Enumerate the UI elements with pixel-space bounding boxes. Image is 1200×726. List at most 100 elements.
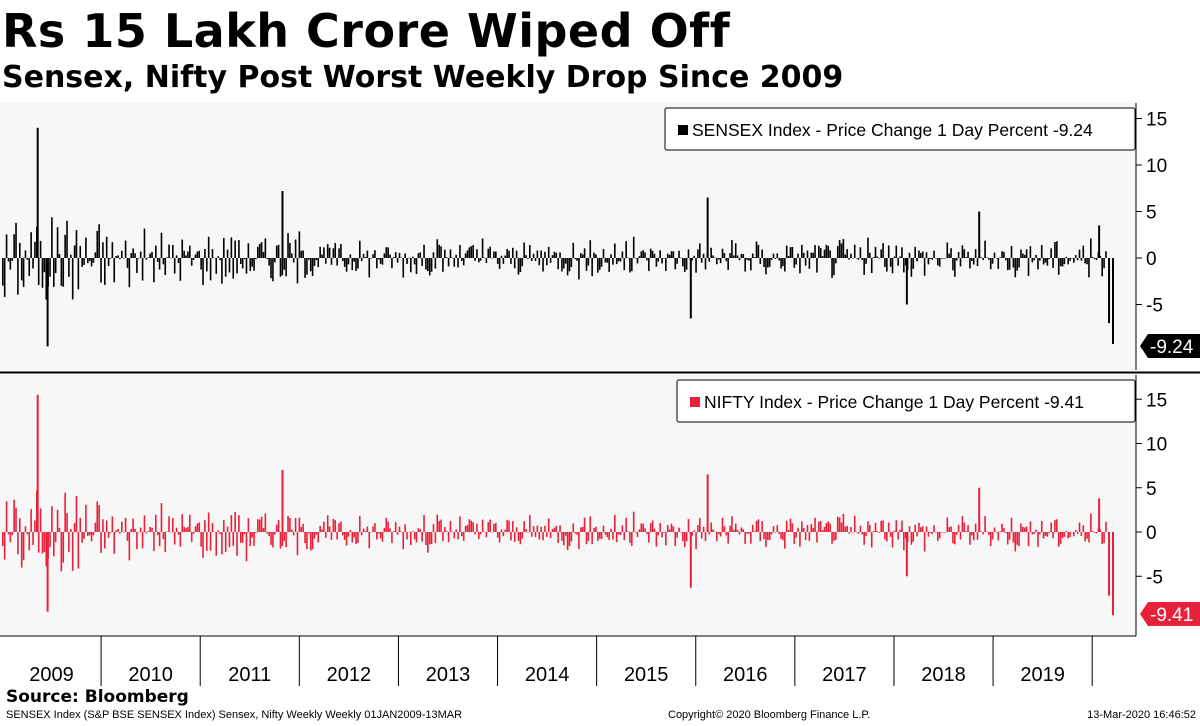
bar xyxy=(217,530,219,532)
bar xyxy=(1048,532,1051,534)
bar xyxy=(1048,258,1051,259)
bar xyxy=(411,256,414,258)
bar xyxy=(173,532,176,545)
bar xyxy=(746,258,748,260)
bar xyxy=(343,532,346,540)
bar xyxy=(581,254,584,258)
bar xyxy=(882,520,884,532)
bar xyxy=(338,523,340,532)
bar xyxy=(984,516,986,532)
bar xyxy=(175,527,178,532)
bar xyxy=(655,258,658,267)
bar xyxy=(468,247,471,258)
bar xyxy=(489,519,491,532)
bar xyxy=(750,532,752,544)
bar xyxy=(920,527,922,532)
x-tick-label: 2018 xyxy=(921,664,966,686)
bar xyxy=(60,532,63,572)
bar xyxy=(366,526,369,532)
bar xyxy=(682,258,684,267)
bar xyxy=(258,243,261,258)
bar xyxy=(1006,532,1009,545)
bar xyxy=(600,532,603,540)
bar xyxy=(935,258,937,259)
bar xyxy=(716,258,718,265)
bar xyxy=(68,532,70,552)
bar xyxy=(1065,530,1068,532)
bar xyxy=(417,528,420,532)
bar xyxy=(478,258,480,263)
bar xyxy=(988,532,990,535)
bar xyxy=(243,258,246,260)
bar xyxy=(646,532,648,535)
bar xyxy=(971,532,973,536)
bar xyxy=(340,244,342,258)
bar xyxy=(927,258,930,265)
bar xyxy=(527,258,529,259)
bar xyxy=(576,258,578,261)
bar xyxy=(997,532,1000,541)
bar xyxy=(296,258,299,284)
bar xyxy=(954,532,956,545)
bar xyxy=(455,254,457,258)
bar xyxy=(687,519,690,532)
bar xyxy=(1080,258,1083,261)
bar xyxy=(540,526,542,532)
bar xyxy=(368,258,371,278)
bar xyxy=(1061,532,1064,539)
bar xyxy=(1037,532,1039,547)
bar xyxy=(400,531,403,533)
bar xyxy=(1071,258,1073,259)
bar xyxy=(952,258,954,271)
bar xyxy=(776,525,779,532)
bar xyxy=(923,532,926,552)
bar xyxy=(957,525,960,532)
bar xyxy=(886,258,888,272)
bar xyxy=(315,532,318,535)
bar xyxy=(685,258,688,270)
bar xyxy=(187,526,189,532)
bar xyxy=(989,532,992,547)
bar xyxy=(999,531,1001,532)
bar xyxy=(374,250,376,258)
bar xyxy=(532,253,535,258)
bar xyxy=(615,532,618,543)
bar xyxy=(1001,251,1003,258)
bar xyxy=(1093,532,1096,533)
bar xyxy=(525,528,527,532)
bar xyxy=(83,258,85,265)
page-title: Rs 15 Lakh Crore Wiped Off xyxy=(2,4,731,58)
bar xyxy=(810,523,813,532)
bar xyxy=(872,257,875,258)
bar xyxy=(529,245,531,258)
bar xyxy=(598,258,601,270)
bar xyxy=(816,258,818,273)
bar xyxy=(192,532,195,534)
bar xyxy=(311,532,314,550)
bar xyxy=(695,532,697,550)
bar xyxy=(561,532,563,541)
bar xyxy=(563,532,565,546)
bar xyxy=(852,532,854,533)
bar xyxy=(1022,526,1024,532)
bar xyxy=(527,532,529,533)
bar xyxy=(901,247,903,258)
bar xyxy=(495,523,497,532)
bar xyxy=(971,258,973,261)
bar xyxy=(799,532,801,547)
bar xyxy=(215,532,218,556)
legend-swatch xyxy=(690,397,700,407)
bar xyxy=(512,521,514,532)
bar xyxy=(1018,258,1020,268)
bar xyxy=(693,255,695,258)
bar xyxy=(1056,241,1058,258)
bar xyxy=(442,532,444,541)
y-tick-label: -5 xyxy=(1146,567,1163,588)
bar xyxy=(903,532,905,551)
bar xyxy=(882,243,884,258)
bar xyxy=(362,528,365,532)
bar xyxy=(530,532,533,537)
bar xyxy=(1014,532,1017,552)
bar xyxy=(1033,532,1035,534)
page-subtitle: Sensex, Nifty Post Worst Weekly Drop Sin… xyxy=(2,60,844,95)
